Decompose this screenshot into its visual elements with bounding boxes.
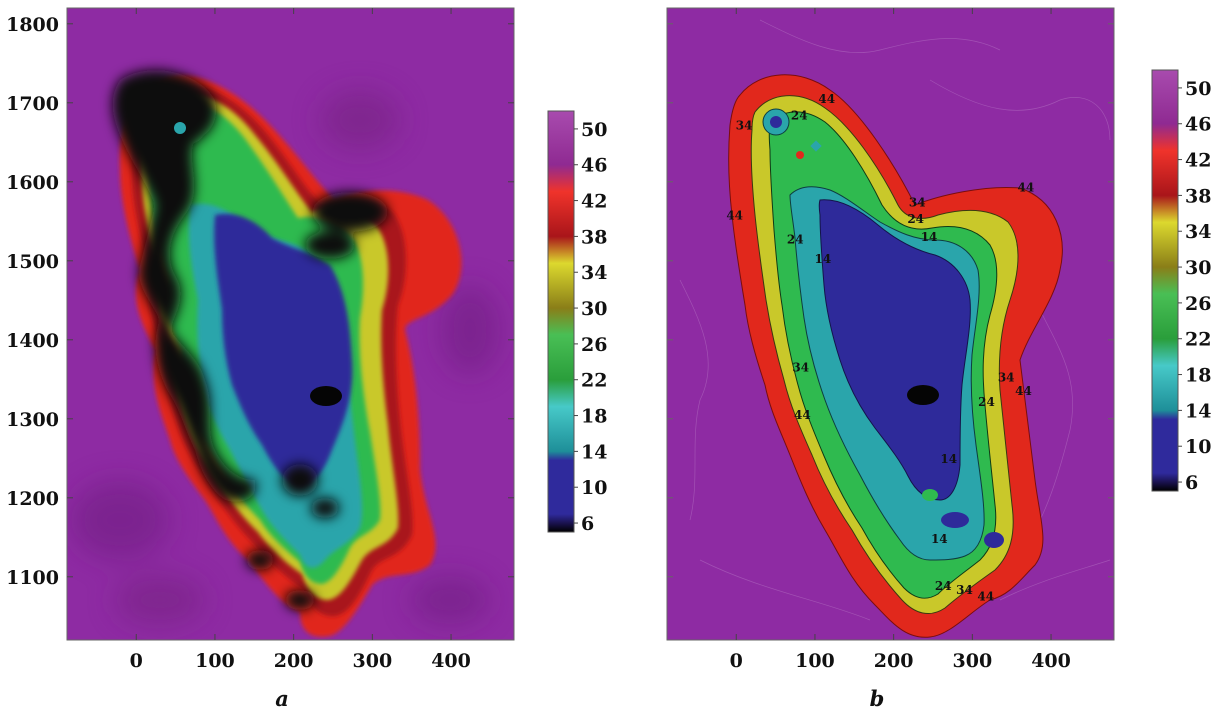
y-tick-label: 1100 — [6, 567, 59, 589]
panel-a-spot — [174, 122, 186, 134]
colorbar-tick-label: 10 — [1185, 436, 1211, 458]
y-tick-label: 1500 — [6, 251, 59, 273]
contour-label: 14 — [931, 532, 948, 546]
contour-label: 14 — [814, 252, 831, 266]
contour-label: 34 — [909, 195, 926, 209]
colorbar-tick-label: 22 — [581, 370, 607, 392]
contour-label: 44 — [977, 590, 994, 604]
x-tick-label: 300 — [353, 650, 393, 672]
y-tick-label: 1700 — [6, 93, 59, 115]
panel-b-label: b — [870, 686, 885, 711]
x-tick-label: 0 — [730, 650, 743, 672]
x-tick-label: 100 — [795, 650, 835, 672]
contour-label: 24 — [787, 232, 804, 246]
colorbar-scale — [547, 110, 575, 533]
contour-label: 14 — [921, 230, 938, 244]
colorbar-tick-label: 10 — [581, 477, 607, 499]
zone-b-cyan-diamond — [810, 140, 822, 152]
x-tick-label: 200 — [874, 650, 914, 672]
zone-b-green-spot — [922, 489, 938, 501]
panel-b-zones — [728, 74, 1063, 638]
colorbar-tick-label: 14 — [1185, 400, 1211, 422]
contour-label: 44 — [818, 92, 835, 106]
colorbar-scale — [1151, 69, 1179, 492]
colorbar-tick-label: 26 — [581, 334, 607, 356]
contour-label: 24 — [935, 579, 952, 593]
colorbar-tick-label: 6 — [581, 513, 594, 535]
colorbar-tick-label: 14 — [581, 441, 607, 463]
panel-a-colorbar: 6 10 14 18 22 26 30 34 38 42 46 50 — [547, 110, 607, 535]
panel-a-label: a — [275, 686, 289, 711]
panel-b-frame — [666, 7, 1115, 641]
panel-b-faint-contours — [679, 19, 1111, 621]
zone-b-blue-spot — [941, 512, 969, 528]
x-tick-label: 0 — [130, 650, 143, 672]
y-tick-label: 1300 — [6, 409, 59, 431]
colorbar-tick-label: 26 — [1185, 293, 1211, 315]
contour-label: 44 — [1015, 384, 1032, 398]
zone-b-blue — [818, 199, 971, 501]
contour-label: 34 — [998, 371, 1015, 385]
contour-label: 24 — [907, 212, 924, 226]
colorbar-tick-label: 42 — [581, 191, 607, 213]
colorbar-tick-label: 34 — [581, 262, 607, 284]
panel-a-dark-spot — [310, 386, 342, 406]
colorbar-tick-label: 6 — [1185, 472, 1198, 494]
colorbar-tick-label: 38 — [581, 226, 607, 248]
colorbar-tick-label: 46 — [581, 155, 607, 177]
colorbar-tick-label: 22 — [1185, 329, 1211, 351]
x-tick-label: 300 — [953, 650, 993, 672]
contour-label: 24 — [791, 108, 808, 122]
contour-label: 44 — [794, 408, 811, 422]
contour-label: 34 — [956, 583, 973, 597]
zone-b-blue-spot-2 — [984, 532, 1004, 548]
panel-b-axes: 0 100 200 300 400 — [667, 8, 1114, 672]
panel-a: 0 100 200 300 400 1100 1200 1300 1400 1500 1600 170… — [6, 7, 607, 711]
contour-label: 34 — [736, 119, 753, 133]
colorbar-tick-label: 18 — [581, 406, 607, 428]
colorbar-tick-label: 18 — [1185, 365, 1211, 387]
x-tick-label: 100 — [195, 650, 235, 672]
contour-label: 14 — [940, 452, 957, 466]
contour-label: 24 — [978, 395, 995, 409]
y-tick-label: 1200 — [6, 488, 59, 510]
colorbar-tick-label: 38 — [1185, 185, 1211, 207]
colorbar-tick-label: 42 — [1185, 150, 1211, 172]
x-tick-label: 400 — [431, 650, 471, 672]
colorbar-tick-label: 30 — [1185, 257, 1211, 279]
colorbar-tick-label: 50 — [581, 119, 607, 141]
colorbar-tick-label: 30 — [581, 298, 607, 320]
contour-label: 44 — [1018, 180, 1035, 194]
contour-label: 34 — [792, 360, 809, 374]
zone-a-blue — [214, 213, 353, 487]
panel-a-plot-area — [67, 8, 514, 640]
panel-a-frame — [66, 7, 515, 641]
y-tick-label: 1600 — [6, 172, 59, 194]
panel-b-dark-spot — [907, 385, 939, 405]
colorbar-tick-label: 50 — [1185, 78, 1211, 100]
zone-b-blue-dot — [770, 116, 782, 128]
colorbar-tick-label: 34 — [1185, 221, 1211, 243]
panel-b-colorbar: 6 10 14 18 22 26 30 34 38 42 46 50 — [1151, 69, 1211, 494]
y-tick-label: 1400 — [6, 330, 59, 352]
panel-a-axes: 0 100 200 300 400 1100 1200 1300 1400 1500 1600 170… — [6, 8, 514, 672]
y-tick-label: 1800 — [6, 14, 59, 36]
x-tick-label: 200 — [274, 650, 314, 672]
zone-b-red-dot — [796, 151, 804, 159]
x-tick-label: 400 — [1031, 650, 1071, 672]
contour-label: 44 — [726, 209, 743, 223]
colorbar-tick-label: 46 — [1185, 114, 1211, 136]
panel-a-texture — [70, 90, 500, 625]
